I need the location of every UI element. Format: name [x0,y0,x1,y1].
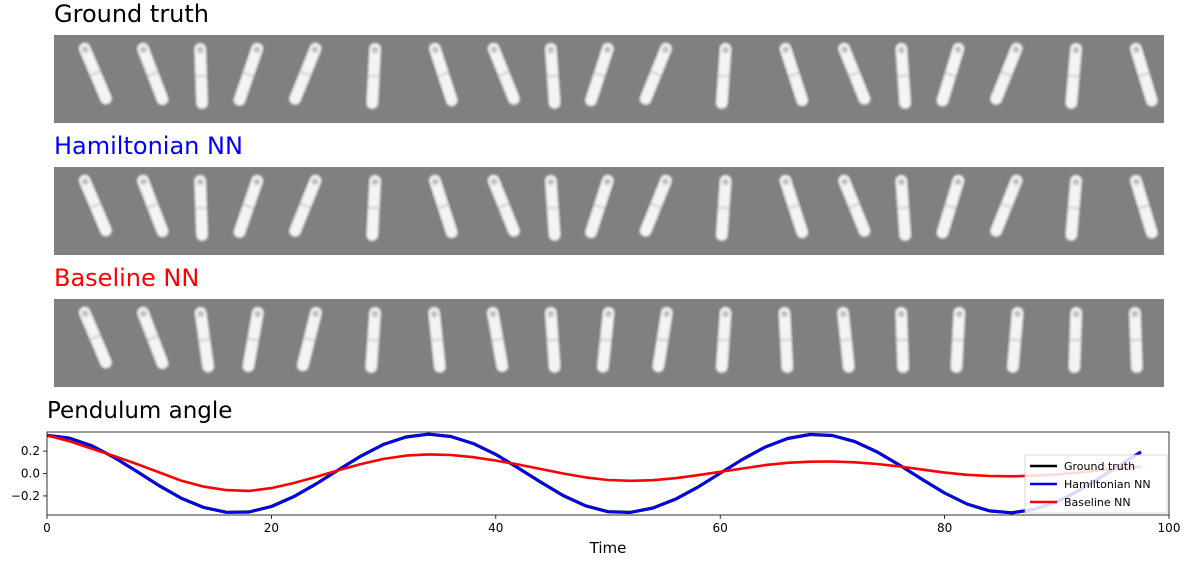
pendulum-frame [838,174,871,237]
baseline-nn-strip [54,299,1164,387]
pendulum-frame [950,306,966,373]
pendulum-frame [837,306,855,373]
x-tick-label: 20 [264,521,279,535]
pendulum-frame [779,174,809,239]
pendulum-frame [137,306,169,370]
pendulum-frame [194,306,215,373]
pendulum-frame [544,174,561,241]
pendulum-frame [137,42,169,106]
x-tick-label: 80 [937,521,952,535]
pendulum-frame [1065,42,1083,109]
pendulum-frame [596,306,615,373]
x-axis-label: Time [589,539,627,557]
pendulum-frame [78,174,112,237]
pendulum-frame [1129,42,1158,107]
pendulum-frame [585,42,614,107]
pendulum-frame [895,174,912,241]
pendulum-frame [78,42,112,105]
pendulum-frame [296,306,322,372]
y-tick-label: 0.2 [21,444,40,458]
pendulum-frame [1068,306,1083,373]
pendulum-frame [242,306,264,373]
pendulum-frame [289,42,322,105]
pendulum-frame [779,42,809,107]
pendulum-frame [233,42,264,106]
pendulum-frame [715,174,732,241]
pendulum-frame [936,42,965,107]
pendulum-frame [715,306,732,373]
pendulum-frame [1065,174,1083,241]
pendulum-frame [428,42,458,107]
pendulum-frame [194,174,209,241]
pendulum-frame [990,174,1023,237]
pendulum-frame [78,306,112,369]
pendulum-frame [544,306,561,373]
pendulum-frame [838,42,871,105]
series-line-baseline-nn [46,434,1142,493]
x-tick-label: 0 [43,521,51,535]
pendulum-frame [715,42,732,109]
pendulum-frame [137,174,169,238]
pendulum-frame [639,174,672,237]
plot-frame [46,431,1170,516]
pendulum-frame [366,42,382,109]
legend-label: Baseline NN [1064,496,1131,509]
chart-title: Pendulum angle [47,398,232,424]
pendulum-frame [936,174,965,239]
x-tick-label: 100 [1158,521,1181,535]
hamiltonian-nn-frames [78,174,1158,241]
series-line-ground-truth [46,432,1142,515]
legend-label: Hamiltonian NN [1064,478,1151,491]
y-tick-label: −0.2 [11,489,40,503]
pendulum-frame [1129,174,1158,239]
pendulum-frame [194,42,209,109]
pendulum-frame [585,174,614,239]
series-line-hamiltonian-nn [46,432,1142,515]
legend-box [1024,454,1168,514]
pendulum-frame [990,42,1023,105]
pendulum-frame [428,174,458,239]
pendulum-frame [428,306,446,373]
pendulum-frame [639,42,672,105]
pendulum-frame [366,174,382,241]
hamiltonian-nn-strip [54,167,1164,255]
hamiltonian-nn-title: Hamiltonian NN [54,132,243,160]
pendulum-frame [365,306,382,373]
x-tick-label: 40 [488,521,503,535]
pendulum-frame [487,174,520,237]
pendulum-frame [778,306,794,373]
pendulum-frame [1006,306,1024,373]
pendulum-frame [487,42,520,105]
pendulum-frame [895,42,912,109]
pendulum-frame [1128,306,1143,373]
pendulum-frame [289,174,322,237]
ground-truth-strip [54,35,1164,123]
pendulum-frame [486,306,509,373]
legend-label: Ground truth [1064,460,1135,473]
y-tick-label: 0.0 [21,467,40,481]
baseline-nn-frames [78,306,1143,373]
pendulum-frame [652,306,673,373]
x-tick-label: 60 [713,521,728,535]
pendulum-frame [544,42,561,109]
pendulum-frame [233,174,264,238]
ground-truth-frames [78,42,1158,109]
pendulum-frame [895,306,910,373]
ground-truth-title: Ground truth [54,0,210,28]
baseline-nn-title: Baseline NN [54,264,200,292]
